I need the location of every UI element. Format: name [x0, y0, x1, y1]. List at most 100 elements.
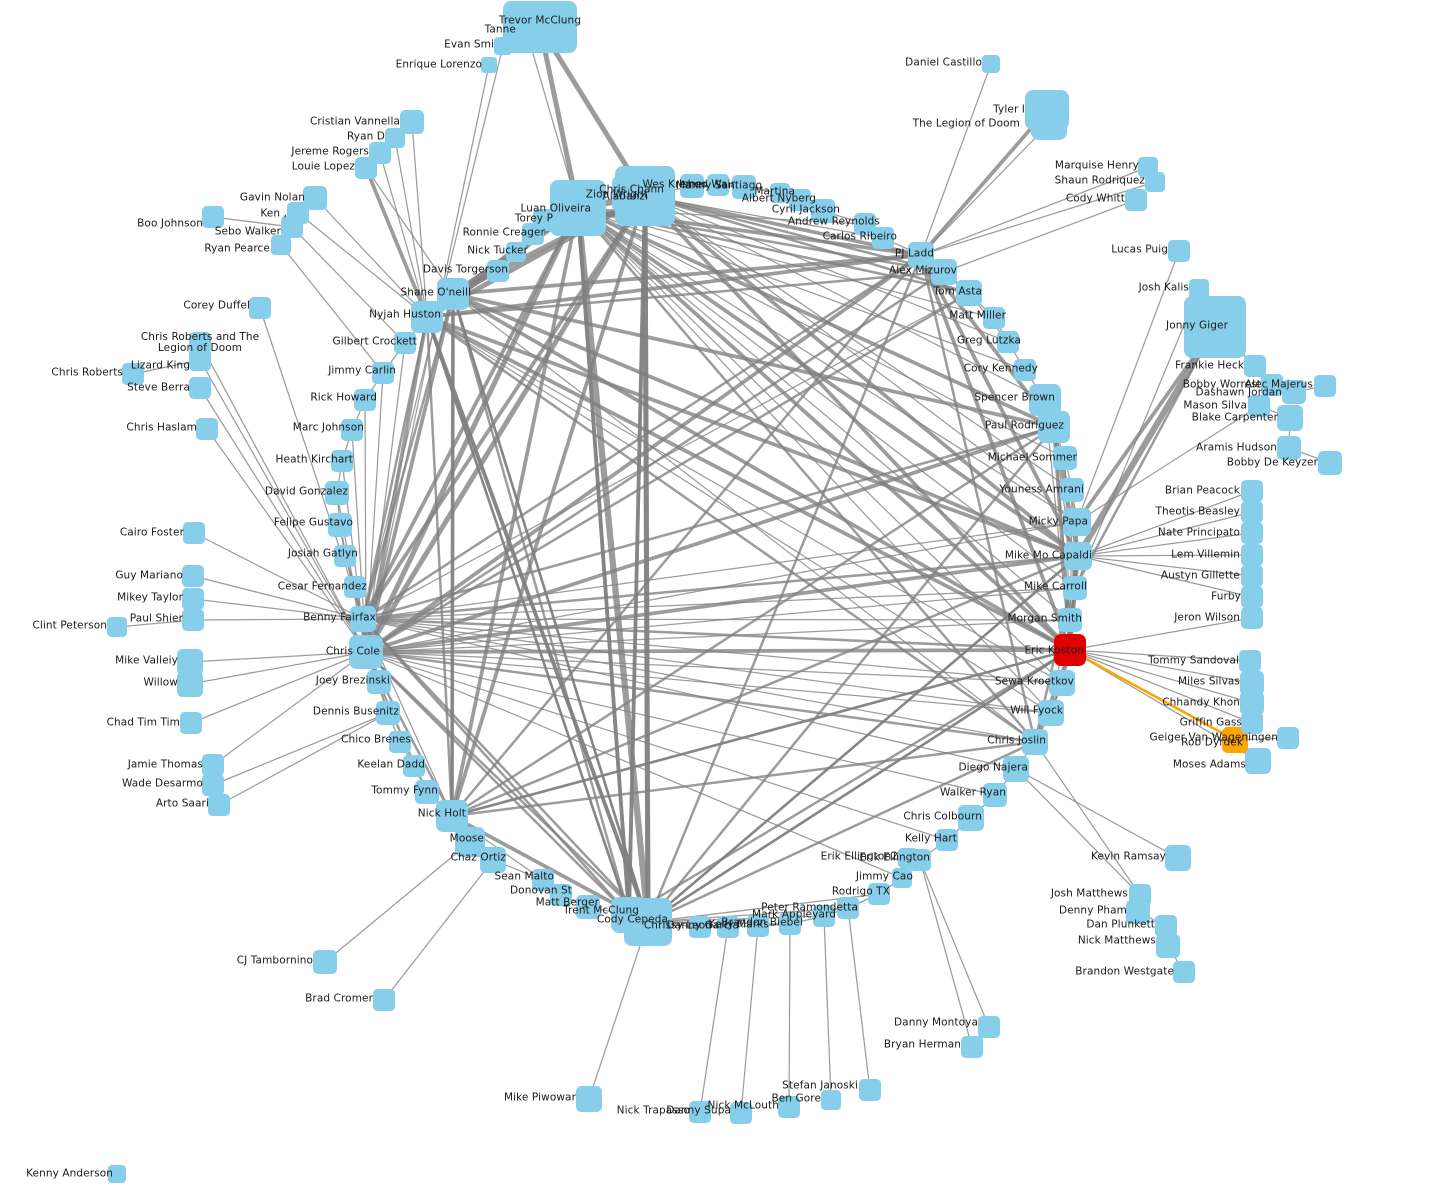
graph-node[interactable] — [680, 174, 704, 198]
graph-node[interactable] — [180, 712, 202, 734]
graph-node[interactable] — [1245, 748, 1271, 774]
graph-node[interactable] — [1156, 934, 1180, 958]
graph-node[interactable] — [522, 223, 544, 245]
graph-node[interactable] — [1241, 522, 1263, 544]
graph-node[interactable] — [1014, 359, 1036, 381]
graph-node[interactable] — [1060, 478, 1084, 502]
graph-node[interactable] — [821, 1090, 841, 1110]
graph-node[interactable] — [350, 606, 376, 632]
graph-node[interactable] — [898, 848, 918, 868]
graph-node[interactable] — [436, 800, 468, 832]
graph-node[interactable] — [372, 362, 394, 384]
graph-node[interactable] — [1241, 607, 1263, 629]
graph-node[interactable] — [183, 522, 205, 544]
graph-node[interactable] — [615, 182, 645, 212]
graph-node[interactable] — [936, 829, 958, 851]
graph-node[interactable] — [331, 450, 353, 472]
graph-node[interactable] — [1241, 501, 1263, 523]
graph-node[interactable] — [532, 869, 554, 891]
graph-node[interactable] — [859, 1079, 881, 1101]
graph-node[interactable] — [481, 57, 497, 73]
graph-node[interactable] — [281, 216, 303, 238]
graph-node[interactable] — [1038, 700, 1064, 726]
graph-node[interactable] — [779, 913, 801, 935]
graph-node[interactable] — [1165, 845, 1191, 871]
graph-node[interactable] — [1155, 915, 1177, 937]
graph-node[interactable] — [978, 1016, 1000, 1038]
graph-node[interactable] — [1064, 542, 1092, 570]
graph-node[interactable] — [437, 278, 469, 310]
graph-node[interactable] — [1241, 480, 1263, 502]
graph-node[interactable] — [732, 175, 756, 199]
graph-node[interactable] — [189, 332, 211, 354]
graph-node[interactable] — [196, 418, 218, 440]
graph-node[interactable] — [394, 332, 416, 354]
graph-node[interactable] — [1022, 729, 1048, 755]
graph-node[interactable] — [1029, 384, 1061, 416]
graph-node[interactable] — [770, 183, 790, 203]
graph-node[interactable] — [1314, 375, 1336, 397]
graph-node[interactable] — [182, 565, 204, 587]
graph-node[interactable] — [376, 701, 400, 725]
graph-node[interactable] — [1189, 279, 1209, 299]
graph-node[interactable] — [1168, 240, 1190, 262]
graph-node[interactable] — [1129, 884, 1151, 906]
graph-node[interactable] — [177, 649, 203, 675]
graph-node[interactable] — [182, 588, 204, 610]
graph-node[interactable] — [983, 307, 1005, 329]
graph-node[interactable] — [576, 1086, 602, 1112]
graph-node[interactable] — [961, 1036, 983, 1058]
graph-node[interactable] — [550, 180, 606, 236]
graph-node[interactable] — [1277, 405, 1303, 431]
graph-node[interactable] — [997, 331, 1019, 353]
graph-node[interactable] — [1261, 374, 1283, 396]
graph-node[interactable] — [1277, 727, 1299, 749]
graph-node[interactable] — [487, 260, 509, 282]
graph-node[interactable] — [747, 915, 769, 937]
graph-node[interactable] — [182, 609, 204, 631]
graph-node[interactable] — [189, 377, 211, 399]
graph-node[interactable] — [389, 731, 411, 753]
graph-node[interactable] — [1003, 756, 1029, 782]
graph-node[interactable] — [789, 189, 811, 211]
graph-node[interactable] — [1241, 565, 1263, 587]
graph-node[interactable] — [1173, 961, 1195, 983]
graph-node[interactable] — [1318, 451, 1342, 475]
graph-node[interactable] — [1244, 355, 1266, 377]
graph-node[interactable] — [367, 670, 391, 694]
graph-node[interactable] — [868, 883, 890, 905]
graph-node[interactable] — [373, 989, 395, 1011]
graph-node[interactable] — [837, 897, 859, 919]
graph-node[interactable] — [1058, 608, 1082, 632]
graph-node[interactable] — [202, 754, 224, 776]
graph-node[interactable] — [983, 783, 1007, 807]
graph-node[interactable] — [1063, 576, 1087, 600]
graph-node[interactable] — [576, 895, 600, 919]
graph-node[interactable] — [854, 213, 876, 235]
graph-node[interactable] — [415, 780, 439, 804]
graph-node[interactable] — [931, 259, 957, 285]
graph-node[interactable] — [1053, 446, 1077, 470]
graph-node[interactable] — [689, 916, 711, 938]
graph-node[interactable] — [982, 55, 1000, 73]
graph-node[interactable] — [1239, 650, 1261, 672]
graph-node[interactable] — [328, 513, 352, 537]
graph-node[interactable] — [334, 545, 356, 567]
graph-node[interactable] — [271, 235, 291, 255]
graph-node[interactable] — [778, 1096, 800, 1118]
graph-node[interactable] — [1038, 411, 1070, 443]
graph-node[interactable] — [1145, 172, 1165, 192]
graph-node[interactable] — [341, 419, 363, 441]
graph-node[interactable] — [506, 242, 526, 262]
graph-node[interactable] — [1241, 586, 1263, 608]
graph-node[interactable] — [892, 868, 912, 888]
graph-node[interactable] — [177, 671, 203, 697]
graph-node[interactable] — [1063, 508, 1091, 536]
graph-node[interactable] — [1277, 436, 1301, 460]
graph-node[interactable] — [958, 805, 984, 831]
graph-node[interactable] — [249, 297, 271, 319]
graph-node[interactable] — [107, 617, 127, 637]
graph-node[interactable] — [355, 157, 377, 179]
graph-node[interactable] — [1049, 670, 1075, 696]
graph-node[interactable] — [122, 363, 144, 385]
